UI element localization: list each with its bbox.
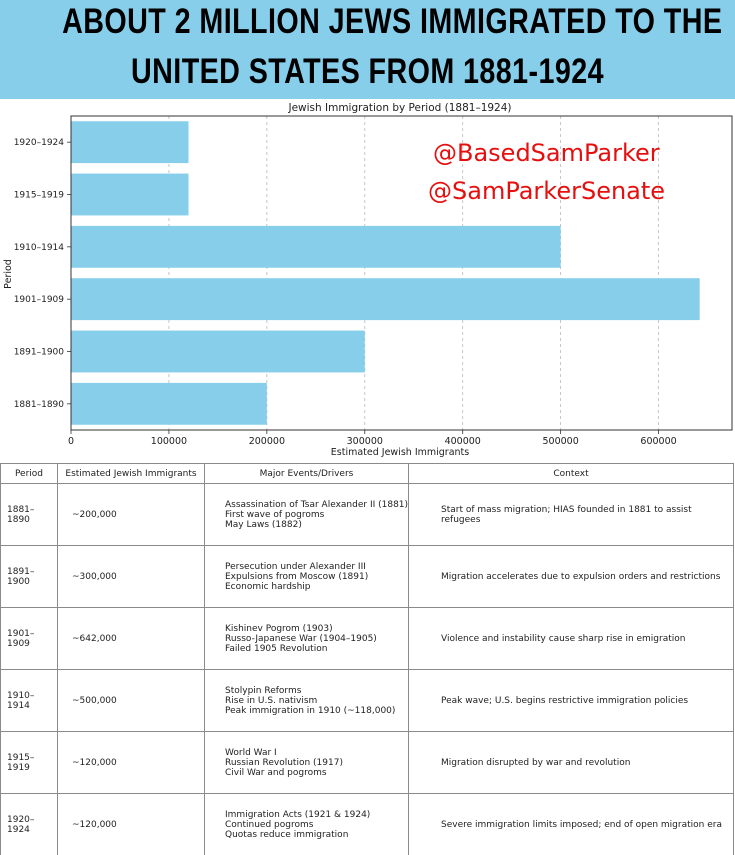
cell-context: Severe immigration limits imposed; end o… <box>409 794 734 855</box>
cell-period: 1901–1909 <box>1 608 58 670</box>
social-handle-secondary: @SamParkerSenate <box>428 177 665 205</box>
bar <box>71 174 189 216</box>
event-line: Failed 1905 Revolution <box>225 644 407 654</box>
cell-events: Kishinev Pogrom (1903)Russo-Japanese War… <box>205 608 409 670</box>
x-tick-label: 600000 <box>640 436 676 447</box>
event-line: Civil War and pogroms <box>225 768 407 778</box>
y-axis-label: Period <box>3 259 14 289</box>
immigration-table: Period Estimated Jewish Immigrants Major… <box>0 463 734 855</box>
event-line: Rise in U.S. nativism <box>225 696 407 706</box>
bar <box>71 331 365 373</box>
x-axis-label: Estimated Jewish Immigrants <box>331 447 470 458</box>
bar <box>71 383 267 425</box>
social-handle-primary: @BasedSamParker <box>433 139 660 167</box>
cell-context: Migration disrupted by war and revolutio… <box>409 732 734 794</box>
cell-context: Peak wave; U.S. begins restrictive immig… <box>409 670 734 732</box>
cell-estimate: ~300,000 <box>58 546 205 608</box>
cell-estimate: ~120,000 <box>58 794 205 855</box>
event-line: Quotas reduce immigration <box>225 830 407 840</box>
event-line: Economic hardship <box>225 582 407 592</box>
event-line: Persecution under Alexander III <box>225 562 407 572</box>
x-tick-label: 200000 <box>249 436 285 447</box>
x-tick-label: 500000 <box>542 436 578 447</box>
event-line: Stolypin Reforms <box>225 686 407 696</box>
cell-context: Violence and instability cause sharp ris… <box>409 608 734 670</box>
y-tick-label: 1891–1900 <box>14 348 65 358</box>
cell-estimate: ~200,000 <box>58 484 205 546</box>
bar <box>71 278 700 320</box>
event-line: Russo-Japanese War (1904–1905) <box>225 634 407 644</box>
cell-estimate: ~500,000 <box>58 670 205 732</box>
cell-events: Assassination of Tsar Alexander II (1881… <box>205 484 409 546</box>
y-tick-label: 1910–1914 <box>14 243 65 253</box>
banner-title-line-1: ABOUT 2 MILLION JEWS IMMIGRATED TO THE <box>62 2 665 42</box>
header-period: Period <box>1 464 58 484</box>
header-events: Major Events/Drivers <box>205 464 409 484</box>
event-line: Continued pogroms <box>225 820 407 830</box>
cell-context: Migration accelerates due to expulsion o… <box>409 546 734 608</box>
title-banner: ABOUT 2 MILLION JEWS IMMIGRATED TO THE U… <box>0 0 735 99</box>
x-tick-label: 400000 <box>445 436 481 447</box>
cell-period: 1881–1890 <box>1 484 58 546</box>
cell-period: 1910–1914 <box>1 670 58 732</box>
cell-period: 1920–1924 <box>1 794 58 855</box>
banner-title-line-2: UNITED STATES FROM 1881-1924 <box>66 52 669 92</box>
y-tick-label: 1920–1924 <box>14 138 65 148</box>
event-line: May Laws (1882) <box>225 520 407 530</box>
x-tick-label: 100000 <box>151 436 187 447</box>
bar <box>71 226 561 268</box>
x-tick-label: 300000 <box>347 436 383 447</box>
cell-estimate: ~120,000 <box>58 732 205 794</box>
cell-period: 1891–1900 <box>1 546 58 608</box>
event-line: Immigration Acts (1921 & 1924) <box>225 810 407 820</box>
bar <box>71 121 189 163</box>
y-tick-label: 1881–1890 <box>14 400 65 410</box>
x-tick-label: 0 <box>68 436 74 447</box>
table-row: 1881–1890~200,000 Assassination of Tsar A… <box>1 484 734 546</box>
header-estimate: Estimated Jewish Immigrants <box>58 464 205 484</box>
event-line: Assassination of Tsar Alexander II (1881… <box>225 500 407 510</box>
y-tick-label: 1901–1909 <box>14 295 65 305</box>
event-line: First wave of pogroms <box>225 510 407 520</box>
cell-context: Start of mass migration; HIAS founded in… <box>409 484 734 546</box>
event-line: World War I <box>225 748 407 758</box>
chart-title: Jewish Immigration by Period (1881–1924) <box>287 102 511 114</box>
event-line: Expulsions from Moscow (1891) <box>225 572 407 582</box>
event-line: Kishinev Pogrom (1903) <box>225 624 407 634</box>
header-context: Context <box>409 464 734 484</box>
event-line: Russian Revolution (1917) <box>225 758 407 768</box>
y-tick-label: 1915–1919 <box>14 191 65 201</box>
cell-estimate: ~642,000 <box>58 608 205 670</box>
cell-period: 1915–1919 <box>1 732 58 794</box>
table-header-row: Period Estimated Jewish Immigrants Major… <box>1 464 734 484</box>
event-line: Peak immigration in 1910 (~118,000) <box>225 706 407 716</box>
cell-events: Immigration Acts (1921 & 1924)Continued … <box>205 794 409 855</box>
